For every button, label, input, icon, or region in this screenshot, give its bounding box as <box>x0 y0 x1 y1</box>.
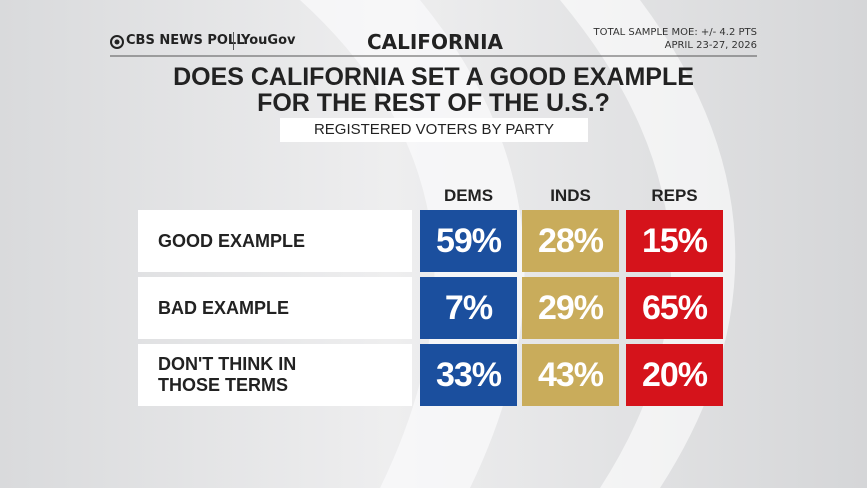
value-cell: 33% <box>420 344 517 406</box>
row-label: DON'T THINK IN THOSE TERMS <box>138 344 412 406</box>
value-cell: 43% <box>522 344 619 406</box>
row-label-line: DON'T THINK IN <box>158 354 297 374</box>
logo-cbs: CBS NEWS POLL <box>126 33 245 48</box>
row-label-line: GOOD EXAMPLE <box>158 230 306 251</box>
title-line: DOES CALIFORNIA SET A GOOD EXAMPLE <box>173 63 694 91</box>
logo-divider <box>233 32 234 50</box>
region: CALIFORNIA <box>366 30 504 54</box>
dates: APRIL 23-27, 2026 <box>664 40 757 51</box>
moe: TOTAL SAMPLE MOE: +/- 4.2 PTS <box>593 27 757 38</box>
row-label-line: THOSE TERMS <box>158 375 289 395</box>
column-header: REPS <box>651 186 698 205</box>
value-cell: 7% <box>420 277 517 339</box>
row-label: GOOD EXAMPLE <box>138 210 412 272</box>
logo-yougov: YouGov <box>241 33 296 48</box>
value-cell: 20% <box>626 344 723 406</box>
title-line: FOR THE REST OF THE U.S.? <box>257 89 610 117</box>
value-cell: 29% <box>522 277 619 339</box>
subtitle: REGISTERED VOTERS BY PARTY <box>280 118 588 142</box>
value-cell: 15% <box>626 210 723 272</box>
value-cell: 59% <box>420 210 517 272</box>
title: DOES CALIFORNIA SET A GOOD EXAMPLE FOR T… <box>100 64 767 116</box>
row-label-line: BAD EXAMPLE <box>158 297 290 318</box>
column-header: DEMS <box>443 186 494 205</box>
row-label: BAD EXAMPLE <box>138 277 412 339</box>
value-cell: 65% <box>626 277 723 339</box>
value-cell: 28% <box>522 210 619 272</box>
column-header: INDS <box>550 186 591 205</box>
